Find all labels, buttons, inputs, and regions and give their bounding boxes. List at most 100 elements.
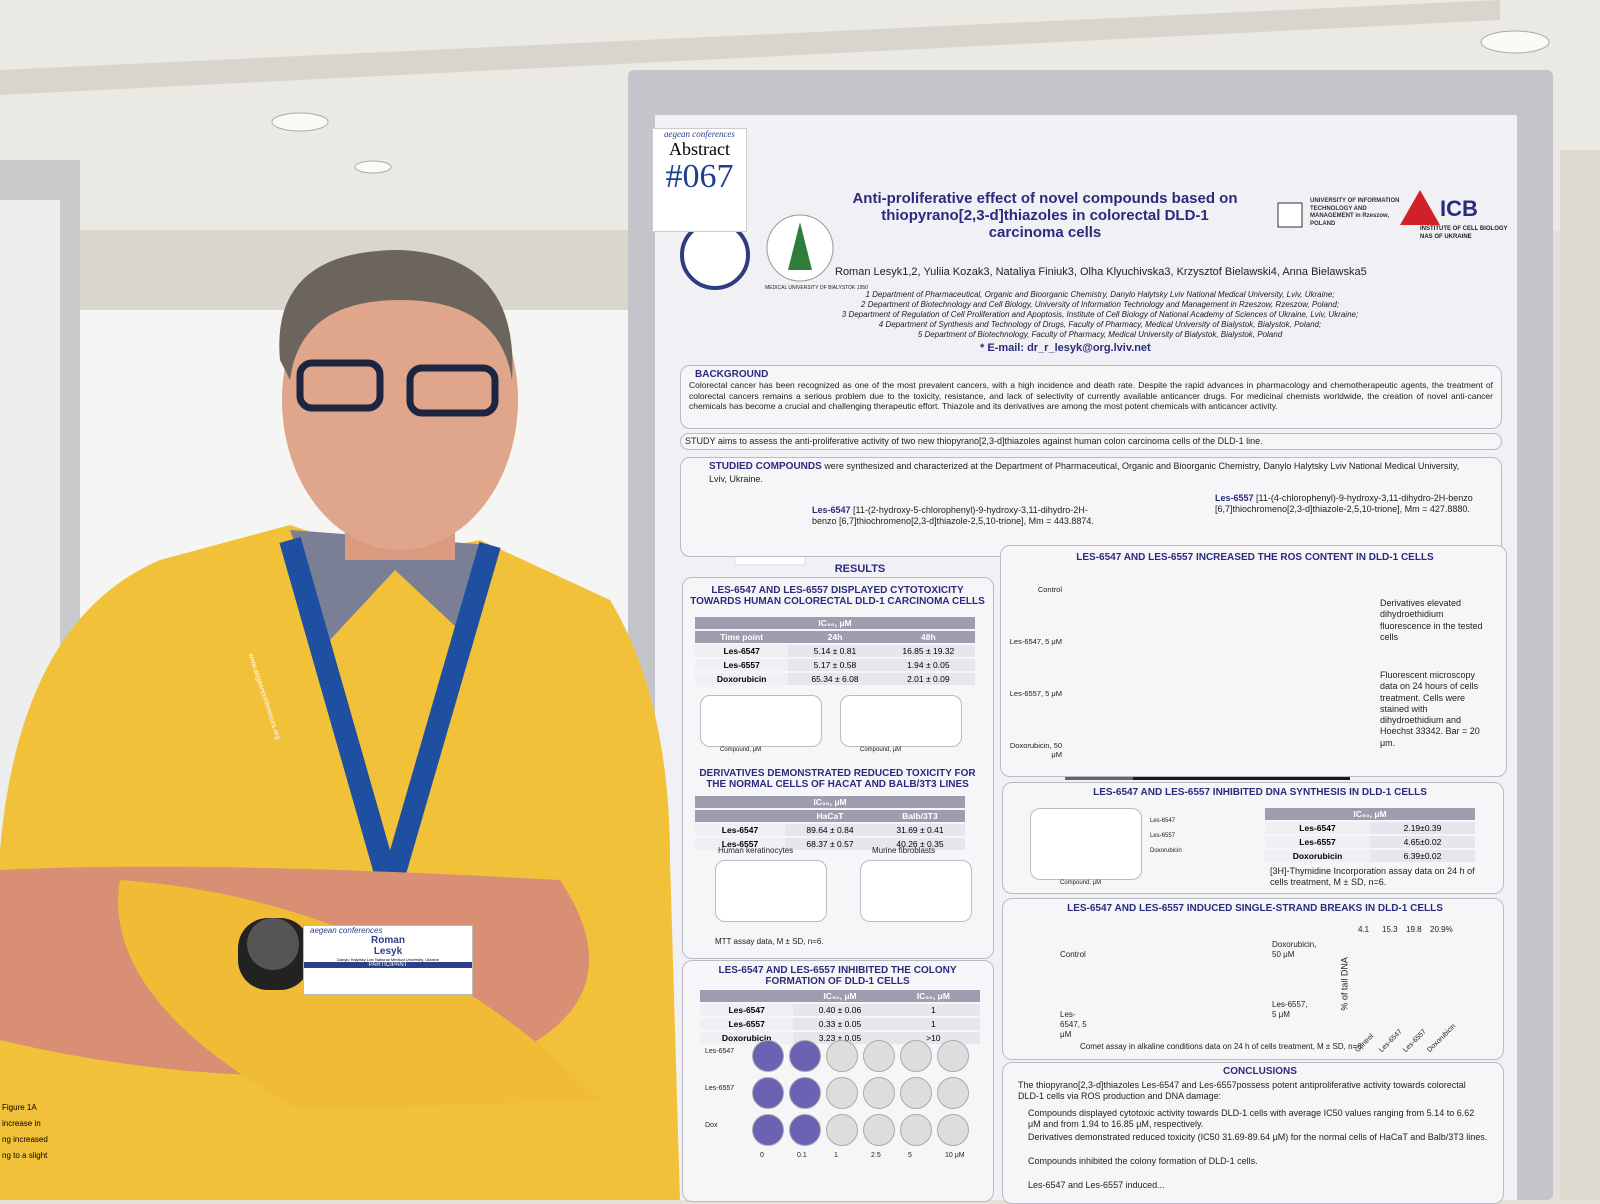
results-box (840, 695, 962, 747)
table-caption: IC₅₀, μM (695, 617, 975, 629)
well (826, 1040, 858, 1072)
table-cell: 6.39±0.02 (1370, 850, 1475, 862)
well (937, 1077, 969, 1109)
tag-brand: aegean conferences (664, 129, 735, 139)
table-cell: 65.34 ± 6.08 (788, 673, 882, 685)
text: Dox (705, 1122, 718, 1129)
logo-tree (788, 222, 812, 270)
affiliation: 4 Department of Synthesis and Technology… (878, 320, 1322, 329)
section-heading: LES-6547 AND LES-6557 INCREASED THE ROS … (1076, 552, 1434, 563)
text: Compound, μM (720, 747, 762, 753)
text: Les-6557, 5 μM (1272, 1000, 1308, 1019)
text: 0.1 (797, 1152, 807, 1159)
text: Compound, μM (1060, 880, 1102, 886)
text: Compound, μM (860, 747, 902, 753)
well (789, 1040, 821, 1072)
table-header (700, 990, 794, 1002)
text: The thiopyrano[2,3-d]thiazoles Les-6547 … (1018, 1080, 1466, 1102)
text: Les-6557 (705, 1085, 735, 1092)
logo-icb-mark (1400, 190, 1440, 225)
poster-title: Anti-proliferative effect of novel compo… (852, 190, 1238, 241)
section-heading: CONCLUSIONS (1223, 1066, 1297, 1077)
abstract-tag: aegean conferences Abstract #067 (652, 128, 747, 232)
section-heading: LES-6547 AND LES-6557 INHIBITED DNA SYNT… (1093, 787, 1427, 798)
table-cell: 2.19±0.39 (1370, 822, 1475, 834)
table-cell: Doxorubicin (700, 1032, 794, 1044)
table-cell: 3.23 ± 0.05 (793, 1032, 887, 1044)
glasses (406, 364, 499, 417)
text: Doxorubicin (1150, 848, 1182, 854)
table-header: IC₅₀, μM (793, 990, 887, 1002)
authors: Roman Lesyk1,2, Yuliia Kozak3, Nataliya … (835, 266, 1367, 278)
badge-name: Roman Lesyk (371, 935, 405, 957)
table-cell: 1 (886, 1004, 980, 1016)
compounds-box: STUDIED COMPOUNDS were synthesized and c… (680, 457, 1502, 557)
face (282, 250, 518, 550)
well (937, 1114, 969, 1146)
background-box: BACKGROUND Colorectal cancer has been re… (680, 365, 1502, 429)
watch-face (247, 918, 299, 970)
text: Compounds displayed cytotoxic activity t… (1028, 1108, 1475, 1130)
text: 10 μM (945, 1152, 965, 1159)
well (826, 1077, 858, 1109)
results-box (700, 695, 822, 747)
text: Derivatives elevated dihydroethidium flu… (1380, 598, 1483, 642)
well (900, 1040, 932, 1072)
text: Fluorescent microscopy data on 24 hours … (1380, 670, 1480, 748)
table-cell: Les-6557 (700, 1018, 794, 1030)
sleeve (118, 880, 600, 1110)
logo-uitm-text: UNIVERSITY OF INFORMATION TECHNOLOGY AND… (1310, 198, 1400, 227)
section-heading: LES-6547 AND LES-6557 INHIBITED THE COLO… (718, 965, 957, 987)
ceiling-light (354, 160, 392, 174)
text: 15.3 (1382, 925, 1398, 934)
text: 5 (908, 1152, 912, 1159)
section-heading: DERIVATIVES DEMONSTRATED REDUCED TOXICIT… (699, 768, 976, 790)
affiliations: 1 Department of Pharmaceutical, Organic … (780, 290, 1420, 340)
table-cell: 1.94 ± 0.05 (881, 659, 975, 671)
table-cell: Les-6557 (695, 838, 785, 850)
compound: Les-6557 [11-(4-chlorophenyl)-9-hydroxy-… (1215, 493, 1505, 516)
results-box (860, 860, 972, 922)
results-box (1002, 898, 1504, 1060)
text: Control (1037, 585, 1062, 594)
text: 2.5 (871, 1152, 881, 1159)
text: 20.9% (1430, 925, 1453, 934)
text: Doxorubicin, 50 μM (1272, 940, 1317, 959)
study: STUDY aims to assess the anti-proliferat… (680, 433, 1502, 451)
tag-label: Abstract (669, 139, 730, 159)
well (900, 1114, 932, 1146)
badge-affiliation: Danylo Halytsky Lviv National Medical Un… (337, 957, 439, 962)
affiliation: 2 Department of Biotechnology and Cell B… (860, 300, 1340, 309)
table-cell: Les-6557 (1265, 836, 1370, 848)
text: Les-6557 (1150, 833, 1176, 839)
side-line: ng to a slight (2, 1151, 48, 1160)
text: Murine fibroblasts (872, 846, 936, 855)
affiliation: 5 Department of Biotechnology, Faculty o… (917, 330, 1283, 339)
text: MTT assay data, M ± SD, n=6. (715, 937, 824, 946)
text: Human keratinocytes (718, 846, 794, 855)
well (863, 1040, 895, 1072)
table-cell: Doxorubicin (695, 673, 789, 685)
hair (279, 250, 513, 380)
text: 4.1 (1358, 925, 1370, 934)
compound-desc: [11-(2-hydroxy-5-chlorophenyl)-9-hydroxy… (812, 505, 1094, 527)
side-poster-text: Figure 1A increase in ng increased ng to a … (2, 1100, 60, 1164)
table-cell: 2.01 ± 0.09 (881, 673, 975, 685)
results-heading: RESULTS (834, 563, 886, 575)
table-caption: IC₅₀, μM (695, 796, 965, 808)
ceiling-light (1480, 30, 1550, 54)
table-cell: 1 (886, 1018, 980, 1030)
text: Les-6557, 5 μM (1009, 689, 1062, 698)
section-heading: STUDIED COMPOUNDS (709, 461, 822, 472)
well (937, 1040, 969, 1072)
table-cell: 89.64 ± 0.84 (785, 824, 875, 836)
well (789, 1077, 821, 1109)
wall (1560, 150, 1600, 1200)
table-cell: 4.65±0.02 (1370, 836, 1475, 848)
table-cell: >10 (886, 1032, 980, 1044)
compound-desc: [11-(4-chlorophenyl)-9-hydroxy-3,11-dihy… (1215, 493, 1473, 515)
table-cell: Les-6547 (1265, 822, 1370, 834)
well (789, 1114, 821, 1146)
table-cell: Doxorubicin (1265, 850, 1370, 862)
